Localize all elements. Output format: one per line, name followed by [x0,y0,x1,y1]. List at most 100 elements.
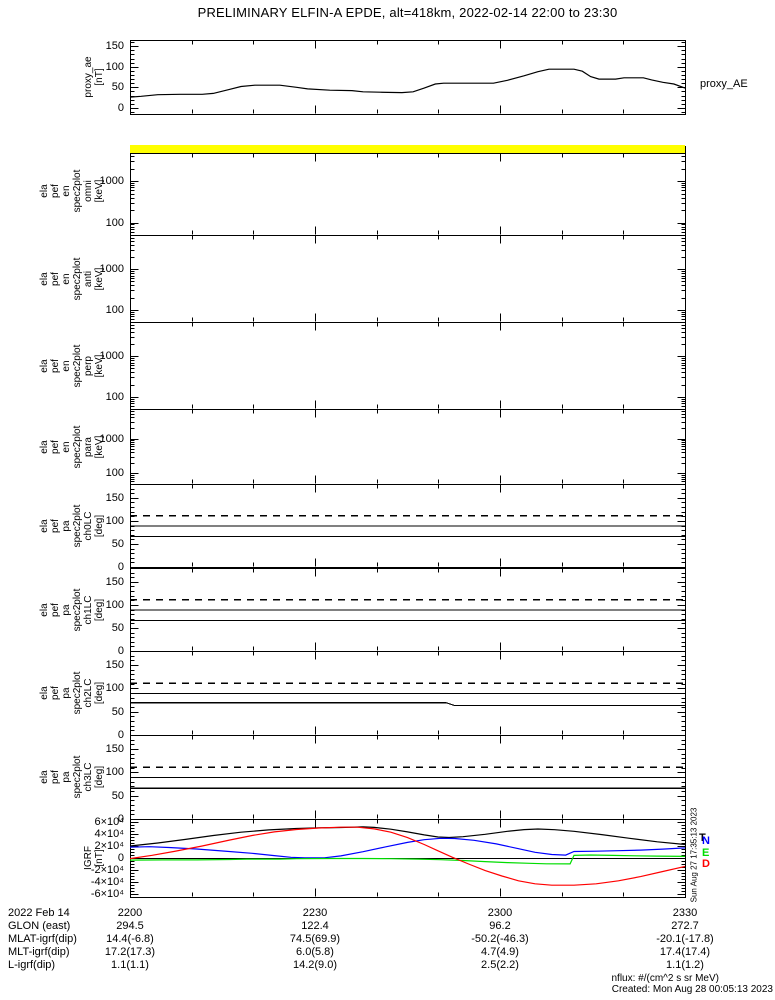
axis-table-cell: -50.2(-46.3) [471,932,529,945]
y-tick-label: 6×10⁴ [94,816,124,828]
y-tick-label: 100 [105,599,124,611]
axis-table-cell: 2300 [487,906,513,919]
series-E [129,854,686,865]
ylabel-word: pef [50,271,61,286]
panel-ylabel-pa_ch2lc: ela pef pa spec2plot ch2LC [deg] [39,672,105,715]
spectrogram-data-bar [130,145,685,153]
axis-table-cell: 2230 [302,906,328,919]
ylabel-word: [deg] [94,514,105,537]
axis-table-cell: 6.0(5.8) [296,946,334,959]
ylabel-word: en [61,184,72,197]
y-tick-label: 100 [105,304,124,316]
panel-en_anti [130,235,686,323]
panel-pa_ch3lc [130,735,686,820]
ylabel-word: pa [61,603,72,616]
y-tick-label: 0 [117,852,124,864]
y-tick-label: 50 [111,790,124,802]
series-D [129,826,686,886]
ylabel-word: ela [39,518,50,533]
axis-table-cell: 14.4(-6.8) [106,932,154,945]
axis-table-cell: 14.2(9.0) [292,959,338,972]
ylabel-word: ch0LC [83,511,94,540]
y-tick-label: 150 [105,40,124,52]
legend-letter-T: T [699,832,706,844]
ylabel-word: omni [83,179,94,202]
ylabel-word: en [61,272,72,285]
ylabel-word: en [61,359,72,372]
ylabel-word: pef [50,358,61,373]
axis-table-cell: 272.7 [671,919,699,932]
panel-ylabel-igrf: IGRF [nT] [83,846,105,870]
ylabel-word: pef [50,439,61,454]
ylabel-word: [deg] [94,681,105,705]
ylabel-word: [keV] [94,435,105,458]
ylabel-word: ela [39,686,50,700]
ylabel-word: spec2plot [72,588,83,631]
ylabel-word: ch3LC [83,762,94,792]
panel-ylabel-en_para: ela pef en spec2plot para [keV] [39,425,105,468]
ylabel-word: ch2LC [83,678,94,708]
proxy-ae-right-label: proxy_AE [700,78,748,90]
axis-row-label: GLON (east) [8,919,71,932]
legend-letter-N: N [702,835,710,847]
axis-table-cell: 1.1(1.2) [666,959,704,972]
axis-table-cell: 2200 [117,906,143,919]
ylabel-word: pa [61,519,72,532]
panel-ylabel-proxy_ae: proxy_ae [nT] [83,56,105,97]
y-tick-label: 50 [111,706,124,718]
axis-table-cell: 17.4(17.4) [659,946,711,959]
series-btotal [129,826,686,847]
y-tick-label: 100 [105,391,124,403]
panel-ylabel-pa_ch3lc: ela pef pa spec2plot ch3LC [deg] [39,756,105,799]
axis-table-cell: 74.5(69.9) [289,932,341,945]
axis-table-cell: 2330 [672,906,698,919]
ylabel-word: spec2plot [72,504,83,547]
y-tick-label: 0 [117,645,124,657]
axis-table-cell: 4.7(4.9) [481,946,519,959]
ylabel-word: [deg] [94,765,105,789]
y-tick-label: -2×10⁴ [90,864,124,876]
panel-ylabel-en_anti: ela pef en spec2plot anti [keV] [39,257,105,300]
y-tick-label: 50 [111,622,124,634]
panel-ylabel-en_perp: ela pef en spec2plot perp [keV] [39,344,105,387]
y-tick-label: 2×10⁴ [94,840,124,852]
ylabel-word: pef [50,770,61,784]
y-tick-label: 150 [105,743,124,755]
render-timestamp-vertical: Sun Aug 27 17:35:13 2023 [689,807,699,903]
axis-table-cell: 1.1(1.1) [111,959,149,972]
plot-title: PRELIMINARY ELFIN-A EPDE, alt=418km, 202… [197,5,618,20]
y-tick-label: 150 [105,576,124,588]
ylabel-word: ela [39,183,50,198]
y-tick-label: -6×10⁴ [90,888,124,900]
y-tick-label: 1000 [99,175,124,187]
ylabel-word: perp [83,355,94,376]
axis-table-cell: 122.4 [301,919,329,932]
panel-ylabel-pa_ch1lc: ela pef pa spec2plot ch1LC [deg] [39,588,105,631]
ylabel-word: spec2plot [72,169,83,212]
legend-letter-D: D [702,858,710,870]
ylabel-word: IGRF [83,846,94,870]
y-tick-label: 100 [105,682,124,694]
axis-row-label: L-igrf(dip) [8,959,56,972]
y-tick-label: 1000 [99,350,124,362]
axis-table-cell: 17.2(17.3) [104,946,156,959]
ylabel-word: proxy_ae [83,56,94,98]
ylabel-word: pef [50,518,61,533]
ylabel-word: [keV] [94,354,105,377]
y-tick-label: 4×10⁴ [94,828,124,840]
ylabel-word: [keV] [94,179,105,202]
ylabel-word: ela [39,770,50,784]
ylabel-word: ela [39,271,50,286]
y-tick-label: -4×10⁴ [90,876,124,888]
ylabel-word: spec2plot [72,425,83,468]
y-tick-label: 150 [105,659,124,671]
y-tick-label: 100 [105,61,124,73]
ylabel-word: para [83,436,94,457]
ylabel-word: en [61,440,72,453]
series-N [129,837,686,859]
ylabel-word: pef [50,686,61,700]
panel-pa_ch0lc [130,484,686,568]
